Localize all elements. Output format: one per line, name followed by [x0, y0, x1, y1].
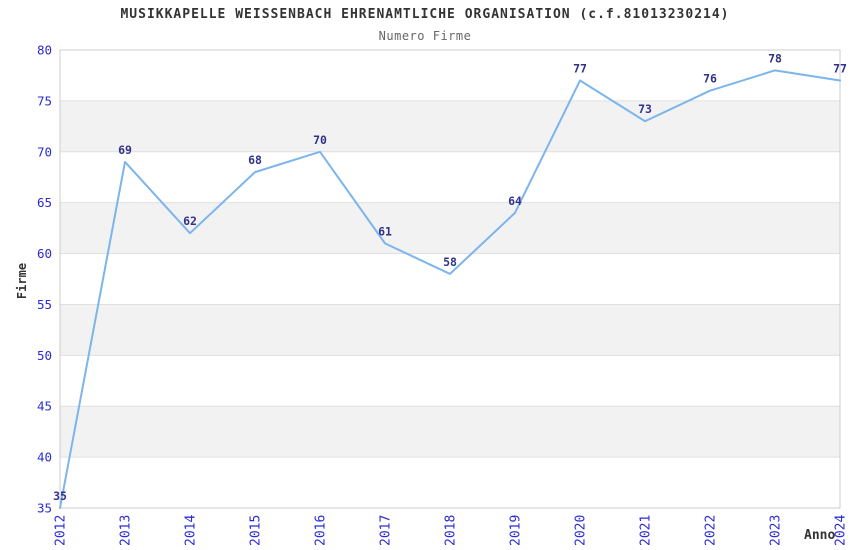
x-tick-label: 2021 — [639, 515, 654, 546]
grid-band — [60, 304, 840, 356]
y-tick-label: 55 — [37, 297, 52, 312]
x-tick-label: 2016 — [314, 515, 329, 546]
data-label: 58 — [443, 255, 457, 269]
y-tick-label: 75 — [37, 93, 52, 108]
x-tick-label: 2017 — [379, 515, 394, 546]
y-tick-label: 70 — [37, 144, 52, 159]
x-axis-title: Anno — [804, 528, 836, 543]
data-label: 68 — [248, 153, 262, 167]
y-tick-label: 80 — [37, 43, 52, 58]
y-tick-label: 40 — [37, 450, 52, 465]
x-tick-label: 2015 — [249, 515, 264, 546]
chart-subtitle: Numero Firme — [378, 29, 472, 43]
data-label: 69 — [118, 143, 132, 157]
x-tick-label: 2019 — [509, 515, 524, 546]
grid-band — [60, 202, 840, 254]
y-tick-label: 60 — [37, 246, 52, 261]
x-tick-label: 2023 — [769, 515, 784, 546]
x-tick-label: 2024 — [834, 515, 849, 546]
y-tick-label: 45 — [37, 399, 52, 414]
data-label: 35 — [53, 489, 67, 503]
data-label: 64 — [508, 194, 522, 208]
y-tick-label: 35 — [37, 501, 52, 516]
data-label: 77 — [573, 62, 587, 76]
series-line — [59, 69, 841, 509]
x-tick-label: 2014 — [184, 515, 199, 546]
data-label: 78 — [768, 51, 782, 65]
x-tick-label: 2022 — [704, 515, 719, 546]
data-label: 61 — [378, 224, 392, 238]
data-label: 77 — [833, 62, 847, 76]
data-label: 76 — [703, 72, 717, 86]
grid-band — [60, 100, 840, 152]
x-tick-label: 2020 — [574, 515, 589, 546]
y-tick-label: 65 — [37, 195, 52, 210]
x-tick-label: 2012 — [54, 515, 69, 546]
data-label: 70 — [313, 133, 327, 147]
x-tick-label: 2018 — [444, 515, 459, 546]
data-label: 73 — [638, 102, 652, 116]
y-tick-label: 50 — [37, 348, 52, 363]
plot-border — [59, 49, 841, 509]
data-label: 62 — [183, 214, 197, 228]
x-tick-label: 2013 — [119, 515, 134, 546]
grid-band — [60, 406, 840, 458]
chart-title: MUSIKKAPELLE WEISSENBACH EHRENAMTLICHE O… — [120, 7, 730, 22]
